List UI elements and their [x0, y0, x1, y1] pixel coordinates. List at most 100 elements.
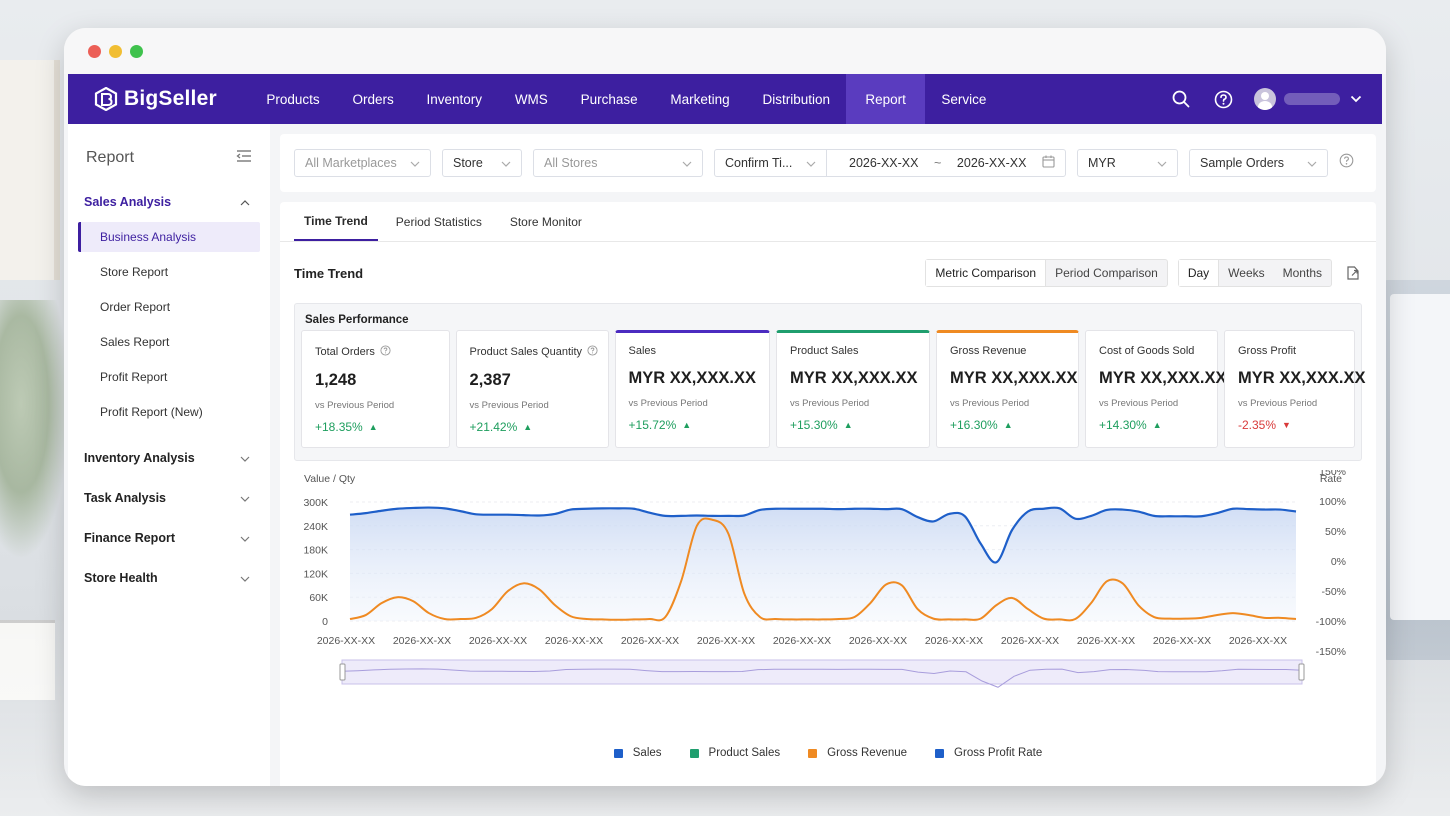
- question-icon[interactable]: [380, 345, 391, 359]
- calendar-icon[interactable]: [1042, 155, 1055, 171]
- zoom-handle-left[interactable]: [339, 663, 346, 681]
- kpi-label: Product Sales Quantity: [469, 346, 583, 358]
- sidebar-group-label: Store Health: [84, 571, 158, 585]
- main-menu: Products Orders Inventory WMS Purchase Market…: [250, 74, 1003, 124]
- x-tick-label: 2026-XX-XX: [773, 635, 831, 647]
- nav-item-marketing[interactable]: Marketing: [654, 74, 746, 124]
- kpi-card-total-orders[interactable]: Total Orders 1,248 vs Previous Period +18.3…: [301, 330, 450, 448]
- sidebar-group-task-analysis[interactable]: Task Analysis: [68, 478, 270, 518]
- marketplace-select[interactable]: All Marketplaces: [294, 149, 431, 177]
- legend-swatch: [689, 748, 699, 758]
- nav-item-label: Report: [865, 91, 906, 107]
- legend-item-product-sales[interactable]: Product Sales: [689, 743, 780, 763]
- kpi-card-cost-of-goods-sold[interactable]: Cost of Goods Sold MYR XX,XXX.XX vs Previo…: [1085, 330, 1226, 448]
- brand-logo[interactable]: BigSeller: [94, 87, 250, 111]
- sidebar-group-inventory-analysis[interactable]: Inventory Analysis: [68, 438, 270, 478]
- sidebar-item-label: Order Report: [100, 300, 171, 314]
- avatar[interactable]: [1254, 88, 1276, 110]
- nav-item-service[interactable]: Service: [925, 74, 1003, 124]
- date-range-input[interactable]: 2026-XX-XX ~ 2026-XX-XX: [827, 155, 1065, 171]
- tab-store-monitor[interactable]: Store Monitor: [500, 202, 592, 241]
- kpi-change: +15.30%: [790, 418, 838, 432]
- search-icon[interactable]: [1170, 88, 1192, 110]
- nav-item-inventory[interactable]: Inventory: [410, 74, 498, 124]
- kpi-label: Cost of Goods Sold: [1099, 345, 1195, 357]
- sidebar-item-profit-report-new[interactable]: Profit Report (New): [78, 397, 260, 427]
- kpi-card-product-sales-quantity[interactable]: Product Sales Quantity 2,387 vs Previous P…: [455, 330, 609, 448]
- zoom-handle-right[interactable]: [1298, 663, 1305, 681]
- kpi-card-sales[interactable]: Sales MYR XX,XXX.XX vs Previous Period +15.…: [614, 330, 770, 448]
- kpi-change-row: +15.72% ▲: [629, 418, 756, 432]
- sidebar-item-store-report[interactable]: Store Report: [78, 257, 260, 287]
- legend-swatch: [808, 748, 818, 758]
- help-icon[interactable]: [1212, 88, 1234, 110]
- period-option-months[interactable]: Months: [1274, 260, 1331, 286]
- stores-select[interactable]: All Stores: [533, 149, 703, 177]
- kpi-label: Gross Revenue: [950, 345, 1027, 357]
- kpi-card-gross-profit[interactable]: Gross Profit MYR XX,XXX.XX vs Previous Per…: [1224, 330, 1365, 448]
- period-option-day[interactable]: Day: [1178, 260, 1220, 286]
- legend-swatch: [935, 748, 945, 758]
- minimize-window-button[interactable]: [109, 45, 122, 58]
- sidebar-group-label: Inventory Analysis: [84, 451, 195, 465]
- time-type-select[interactable]: Confirm Ti...: [715, 150, 827, 176]
- sidebar-group-store-health[interactable]: Store Health: [68, 558, 270, 598]
- window-titlebar: [64, 28, 1386, 74]
- sidebar-header: Report: [68, 124, 270, 174]
- legend-item-gross-profit-rate[interactable]: Gross Profit Rate: [935, 743, 1042, 763]
- triangle-down-icon: ▼: [1282, 420, 1291, 430]
- sidebar-item-sales-report[interactable]: Sales Report: [78, 327, 260, 357]
- maximize-window-button[interactable]: [130, 45, 143, 58]
- nav-item-report[interactable]: Report: [846, 74, 925, 124]
- sidebar-item-profit-report[interactable]: Profit Report: [78, 362, 260, 392]
- background-plant: [0, 300, 70, 560]
- nav-item-wms[interactable]: WMS: [498, 74, 564, 124]
- filter-help-icon[interactable]: [1339, 153, 1354, 173]
- order-type-select[interactable]: Sample Orders: [1189, 149, 1328, 177]
- comparison-option-metric-comparison[interactable]: Metric Comparison: [926, 260, 1047, 286]
- kpi-card-product-sales[interactable]: Product Sales MYR XX,XXX.XX vs Previous Pe…: [776, 330, 930, 448]
- sidebar-item-business-analysis[interactable]: Business Analysis: [78, 222, 260, 252]
- tab-time-trend[interactable]: Time Trend: [294, 202, 378, 241]
- sidebar-group-label: Sales Analysis: [84, 195, 172, 209]
- y-tick-label: 300K: [303, 497, 328, 509]
- kpi-value: MYR XX,XXX.XX: [628, 369, 756, 387]
- nav-item-distribution[interactable]: Distribution: [746, 74, 846, 124]
- sidebar-group-sales-analysis[interactable]: Sales Analysis: [68, 182, 270, 222]
- question-icon[interactable]: [587, 345, 598, 359]
- comparison-option-period-comparison[interactable]: Period Comparison: [1046, 260, 1167, 286]
- kpi-card-gross-revenue[interactable]: Gross Revenue MYR XX,XXX.XX vs Previous Pe…: [936, 330, 1079, 448]
- period-toggle: Day Weeks Months: [1177, 259, 1332, 287]
- username-redacted[interactable]: [1284, 93, 1340, 105]
- currency-select[interactable]: MYR: [1077, 149, 1178, 177]
- legend-item-gross-revenue[interactable]: Gross Revenue: [808, 743, 907, 763]
- chevron-down-icon[interactable]: [1350, 90, 1362, 108]
- x-tick-label: 2026-XX-XX: [1077, 635, 1135, 647]
- nav-item-products[interactable]: Products: [250, 74, 336, 124]
- nav-item-purchase[interactable]: Purchase: [564, 74, 654, 124]
- chevron-down-icon: [240, 571, 250, 585]
- chevron-down-icon: [240, 531, 250, 545]
- collapse-sidebar-icon[interactable]: [236, 149, 252, 168]
- period-option-weeks[interactable]: Weeks: [1219, 260, 1273, 286]
- close-window-button[interactable]: [88, 45, 101, 58]
- store-type-select[interactable]: Store: [442, 149, 522, 177]
- y-tick-label: 0: [322, 616, 328, 628]
- sidebar-group-finance-report[interactable]: Finance Report: [68, 518, 270, 558]
- export-icon[interactable]: [1344, 264, 1362, 282]
- tab-period-statistics[interactable]: Period Statistics: [386, 202, 492, 241]
- kpi-change: +16.30%: [950, 418, 998, 432]
- sidebar-group-label: Task Analysis: [84, 491, 166, 505]
- sidebar-group-items: Business Analysis Store Report Order Repor…: [68, 222, 270, 438]
- background-frame: [0, 60, 60, 280]
- option-label: Weeks: [1228, 266, 1265, 280]
- nav-item-orders[interactable]: Orders: [336, 74, 410, 124]
- legend-item-sales[interactable]: Sales: [613, 743, 662, 763]
- tab-label: Time Trend: [304, 213, 368, 228]
- marketplace-select-value: All Marketplaces: [305, 156, 397, 170]
- x-tick-label: 2026-XX-XX: [925, 635, 983, 647]
- kpi-comparison-label: vs Previous Period: [469, 400, 549, 411]
- kpi-change-row: +15.30% ▲: [790, 418, 916, 432]
- kpi-change: -2.35%: [1238, 418, 1277, 432]
- sidebar-item-order-report[interactable]: Order Report: [78, 292, 260, 322]
